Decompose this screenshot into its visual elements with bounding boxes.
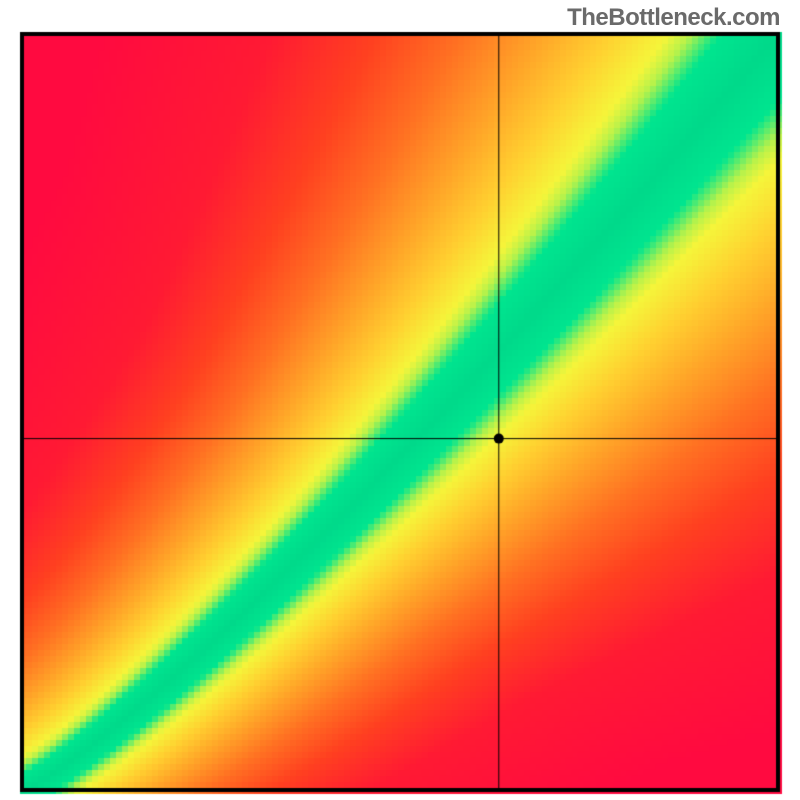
bottleneck-heatmap (0, 0, 800, 800)
watermark-text: TheBottleneck.com (567, 4, 780, 32)
